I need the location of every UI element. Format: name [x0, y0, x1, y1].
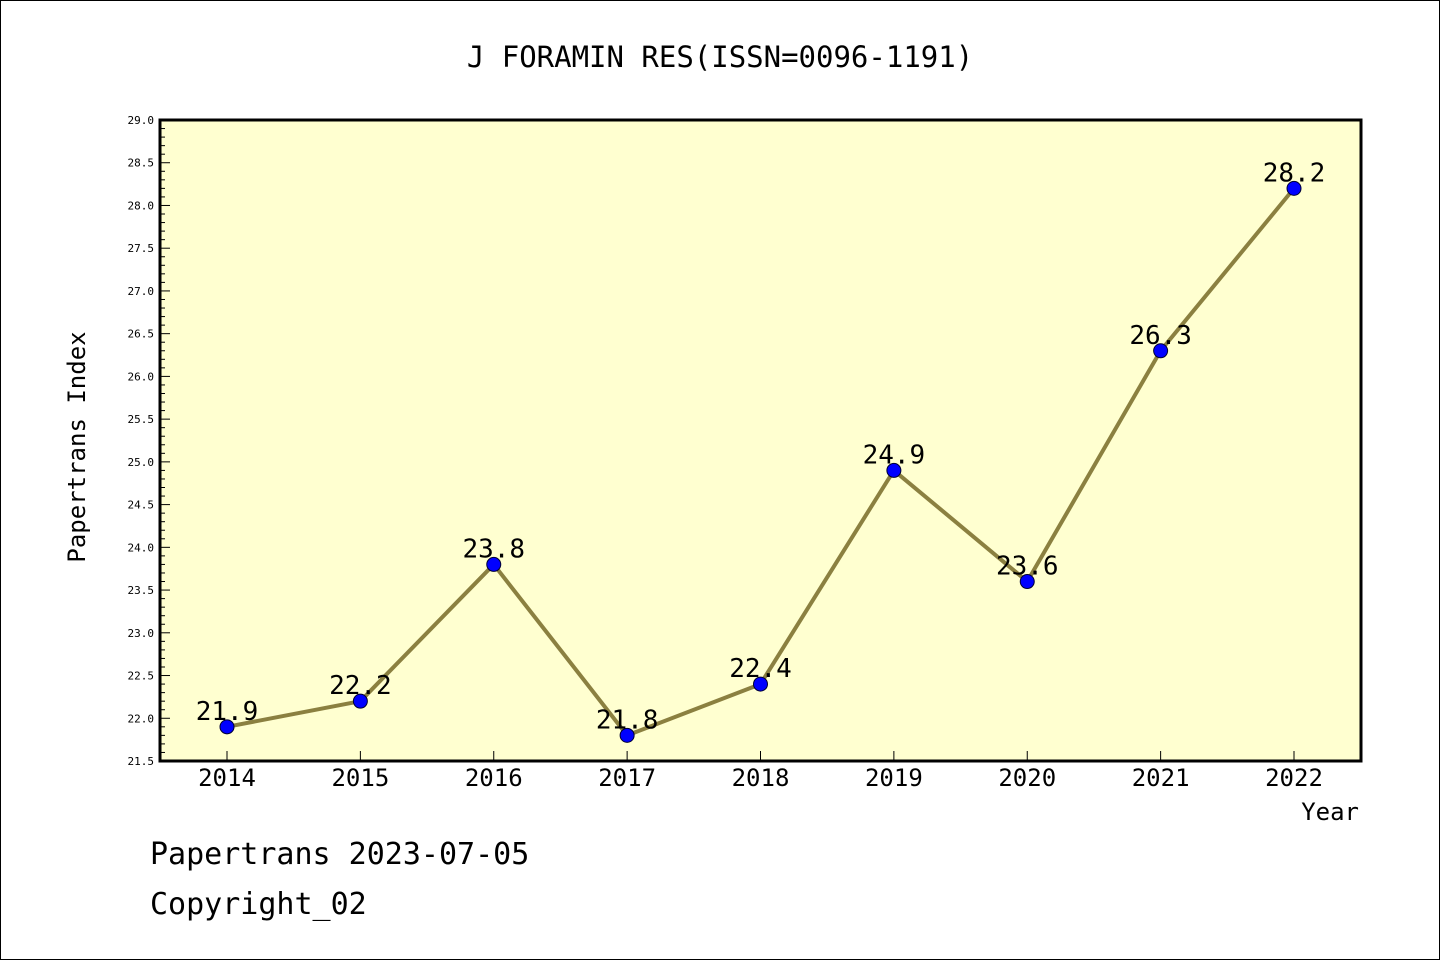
data-label: 24.9	[863, 440, 926, 470]
y-axis-label: Papertrans Index	[63, 331, 91, 562]
x-tick-label: 2017	[598, 764, 656, 792]
y-tick-label: 28.0	[128, 199, 155, 212]
y-tick-label: 27.0	[128, 285, 155, 298]
data-labels: 21.9 22.2 23.8 21.8 22.4 24.9 23.6 26.3 28.2	[196, 158, 1326, 735]
x-tick-label: 2015	[331, 764, 389, 792]
y-tick-label: 24.5	[128, 499, 155, 512]
y-tick-label: 27.5	[128, 242, 155, 255]
y-tick-label: 29.0	[128, 114, 155, 127]
x-axis-label: Year	[1301, 798, 1359, 826]
y-tick-label: 22.0	[128, 712, 155, 725]
data-label: 21.9	[196, 697, 259, 727]
data-label: 23.8	[462, 534, 525, 564]
data-point	[619, 727, 635, 743]
data-point	[1153, 343, 1169, 359]
data-label: 22.2	[329, 671, 392, 701]
data-label: 23.6	[996, 552, 1059, 582]
y-tick-label: 22.5	[128, 670, 155, 683]
footer-date: Papertrans 2023-07-05	[150, 837, 529, 872]
y-tick-label: 24.0	[128, 541, 155, 554]
data-point	[219, 719, 235, 735]
x-tick-label: 2021	[1132, 764, 1190, 792]
x-tick-label: 2020	[998, 764, 1056, 792]
y-tick-label: 26.5	[128, 328, 155, 341]
data-point	[486, 556, 502, 572]
plot-area	[158, 118, 1363, 763]
x-tick-label: 2014	[198, 764, 256, 792]
y-tick-label: 26.0	[128, 370, 155, 383]
x-tick-label: 2019	[865, 764, 923, 792]
y-tick-label: 23.5	[128, 584, 155, 597]
x-tick-label: 2018	[732, 764, 790, 792]
data-point	[1019, 574, 1035, 590]
x-axis: 2014 2015 2016 2017 2018 2019 2020 2021 2022	[198, 751, 1323, 792]
chart-title: J FORAMIN RES(ISSN=0096-1191)	[467, 40, 973, 74]
x-tick-label: 2022	[1265, 764, 1323, 792]
x-tick-label: 2016	[465, 764, 523, 792]
data-markers	[219, 180, 1302, 743]
data-point	[886, 462, 902, 478]
y-tick-label: 21.5	[128, 755, 155, 768]
y-tick-label: 28.5	[128, 157, 155, 170]
data-label: 21.8	[596, 705, 659, 735]
y-tick-label: 25.0	[128, 456, 155, 469]
y-axis: 21.5 22.0 22.5 23.0 23.5 24.0 24.5 25.0 25.5 26.0…	[128, 114, 170, 768]
data-point	[1286, 180, 1302, 196]
data-point	[352, 693, 368, 709]
footer-copyright: Copyright_02	[150, 887, 367, 922]
data-label: 28.2	[1263, 158, 1326, 188]
data-label: 26.3	[1129, 321, 1192, 351]
data-label: 22.4	[729, 654, 792, 684]
y-tick-label: 25.5	[128, 413, 155, 426]
data-point	[753, 676, 768, 692]
y-tick-label: 23.0	[128, 627, 155, 640]
